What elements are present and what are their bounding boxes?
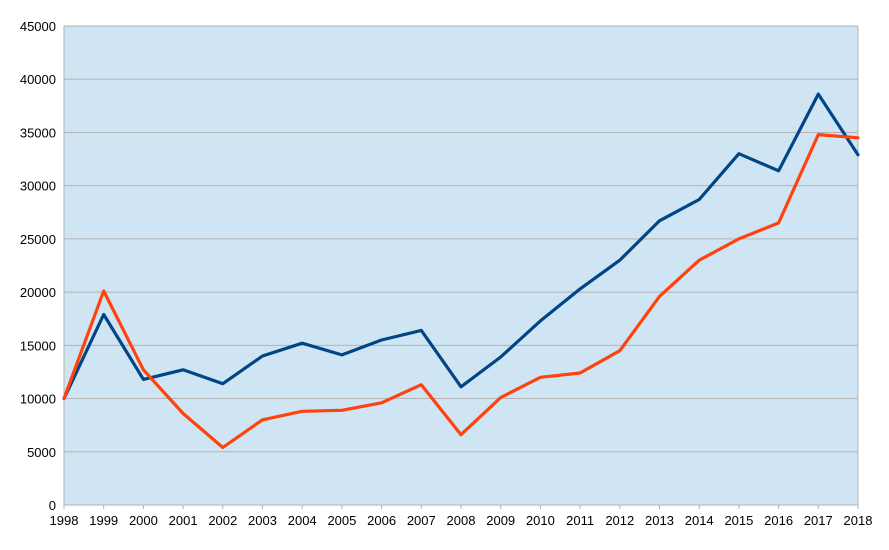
- y-tick-label: 30000: [20, 179, 56, 194]
- x-tick-label: 2011: [566, 513, 594, 528]
- x-tick-label: 1999: [89, 513, 118, 528]
- x-tick-label: 2003: [248, 513, 277, 528]
- x-tick-label: 2009: [486, 513, 515, 528]
- x-tick-label: 2017: [804, 513, 833, 528]
- x-tick-label: 2013: [645, 513, 674, 528]
- y-tick-label: 40000: [20, 72, 56, 87]
- y-axis-tick-labels: 0 5000 10000 15000 20000 25000 30000 35000 40000…: [20, 19, 56, 513]
- x-tick-label: 2018: [844, 513, 873, 528]
- gridlines: [64, 25, 858, 506]
- y-tick-label: 5000: [27, 445, 56, 460]
- y-tick-label: 15000: [20, 338, 56, 353]
- x-tick-label: 2008: [447, 513, 476, 528]
- y-tick-label: 45000: [20, 19, 56, 34]
- x-tick-label: 2005: [327, 513, 356, 528]
- x-tick-label: 2006: [367, 513, 396, 528]
- x-tick-label: 2001: [169, 513, 198, 528]
- y-tick-label: 0: [49, 498, 56, 513]
- x-tick-label: 2010: [526, 513, 555, 528]
- x-axis-tick-labels: 1998 1999 2000 2001 2002 2003 2004 2005 2006 2007…: [50, 505, 873, 528]
- series-lines: [62, 92, 860, 450]
- y-tick-label: 10000: [20, 392, 56, 407]
- series-line-2: [62, 133, 860, 450]
- x-tick-label: 2007: [407, 513, 436, 528]
- x-tick-label: 2014: [685, 513, 714, 528]
- series-line-1: [62, 92, 860, 401]
- y-tick-label: 25000: [20, 232, 56, 247]
- x-tick-label: 2000: [129, 513, 158, 528]
- x-tick-label: 2004: [288, 513, 317, 528]
- x-tick-label: 1998: [50, 513, 79, 528]
- x-tick-label: 2016: [764, 513, 793, 528]
- x-tick-label: 2002: [208, 513, 237, 528]
- x-tick-label: 2015: [724, 513, 753, 528]
- y-tick-label: 20000: [20, 285, 56, 300]
- y-tick-label: 35000: [20, 125, 56, 140]
- x-tick-label: 2012: [605, 513, 634, 528]
